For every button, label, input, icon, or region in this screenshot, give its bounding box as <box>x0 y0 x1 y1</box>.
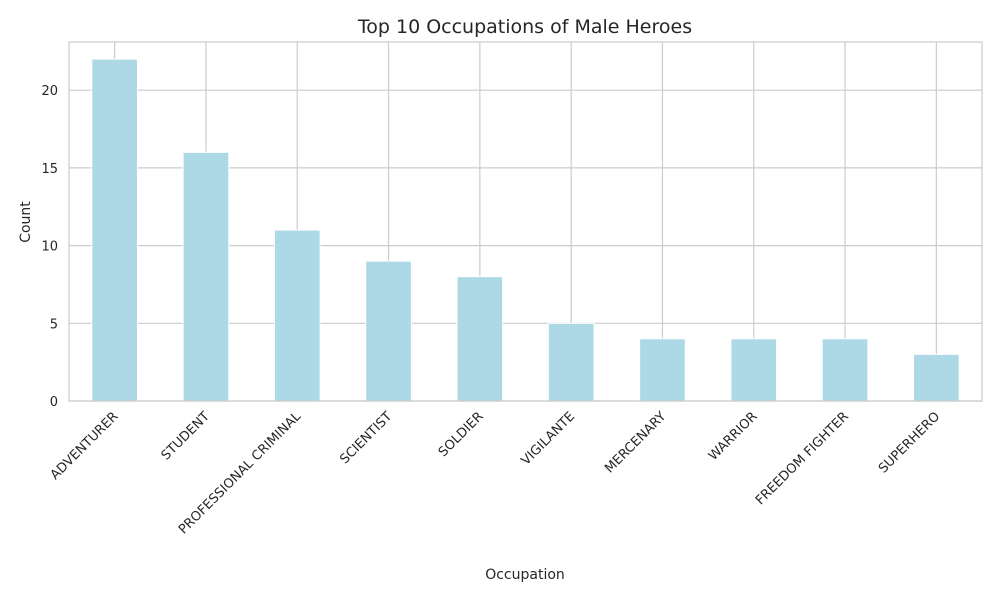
y-tick-labels: 0 5 10 15 20 <box>41 84 58 410</box>
bar-vigilante <box>547 322 595 402</box>
y-tick-label: 10 <box>41 240 58 255</box>
y-tick-label: 5 <box>50 317 58 332</box>
x-axis-label: Occupation <box>485 567 565 583</box>
bar-adventurer <box>91 58 138 402</box>
bar-superhero <box>913 353 960 402</box>
x-tick-label: SOLDIER <box>436 409 487 460</box>
bar-mercenary <box>639 338 686 402</box>
bars <box>91 58 960 402</box>
chart-title: Top 10 Occupations of Male Heroes <box>357 16 692 38</box>
bar-student <box>182 151 230 402</box>
y-axis-label: Count <box>18 201 34 243</box>
y-tick-label: 15 <box>41 162 58 177</box>
x-tick-label: FREEDOM FIGHTER <box>753 409 852 508</box>
bar-professional-criminal <box>273 229 321 402</box>
x-tick-label: SUPERHERO <box>876 409 943 476</box>
y-tick-label: 20 <box>41 84 58 99</box>
bar-warrior <box>730 338 778 402</box>
y-tick-label: 0 <box>50 395 58 410</box>
bar-freedom-fighter <box>821 338 869 402</box>
x-tick-label: SCIENTIST <box>337 409 395 467</box>
x-tick-label: ADVENTURER <box>48 409 122 483</box>
x-tick-label: WARRIOR <box>706 409 761 464</box>
x-tick-label: STUDENT <box>159 409 213 463</box>
axes-frame <box>68 41 983 402</box>
bar-scientist <box>365 260 412 402</box>
x-tick-label: MERCENARY <box>602 409 669 476</box>
x-tick-label: VIGILANTE <box>519 409 578 468</box>
bar-soldier <box>456 276 504 402</box>
